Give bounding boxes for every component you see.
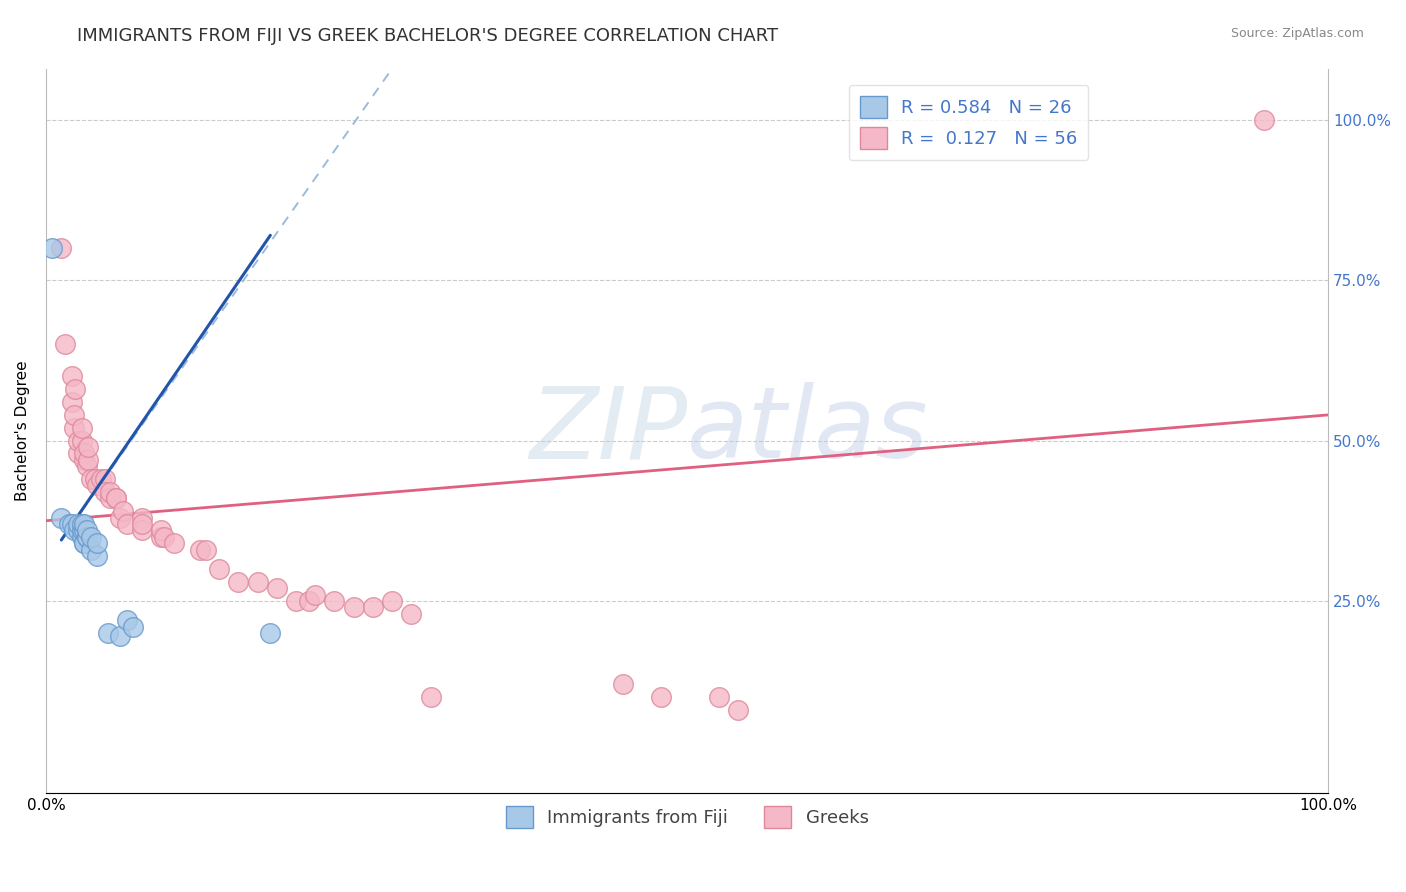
Point [73,536,96,550]
Point [110,510,132,524]
Point [208,562,231,576]
Point [96,626,118,640]
Point [612,677,634,691]
Point [98,491,121,506]
Text: Source: ZipAtlas.com: Source: ZipAtlas.com [1230,27,1364,40]
Point [86,536,108,550]
Point [343,600,366,615]
Point [73,452,96,467]
Point [73,524,96,538]
Point [115,613,138,627]
Point [80,542,103,557]
Point [76,524,98,538]
Point [80,472,103,486]
Point [122,619,145,633]
Point [105,491,128,506]
Y-axis label: Bachelor's Degree: Bachelor's Degree [15,360,30,501]
Point [70,516,93,531]
Point [66,434,89,448]
Point [131,516,153,531]
Point [70,421,93,435]
Text: atlas: atlas [688,383,929,479]
Point [76,530,98,544]
Point [94,472,117,486]
Point [115,516,138,531]
Point [323,594,346,608]
Point [150,524,173,538]
Point [60,369,83,384]
Point [131,524,153,538]
Point [73,516,96,531]
Point [76,530,98,544]
Point [361,600,384,615]
Point [111,504,134,518]
Point [73,446,96,460]
Point [51,510,73,524]
Point [66,516,89,531]
Point [226,574,249,589]
Point [63,421,86,435]
Point [266,581,288,595]
Point [110,629,132,643]
Point [76,459,98,474]
Text: ZIP: ZIP [529,383,688,479]
Point [246,574,269,589]
Legend: Immigrants from Fiji, Greeks: Immigrants from Fiji, Greeks [498,798,876,835]
Point [66,524,89,538]
Text: IMMIGRANTS FROM FIJI VS GREEK BACHELOR'S DEGREE CORRELATION CHART: IMMIGRANTS FROM FIJI VS GREEK BACHELOR'S… [77,27,779,45]
Point [707,690,730,705]
Point [153,530,176,544]
Point [77,440,100,454]
Point [304,587,326,601]
Point [259,626,281,640]
Point [63,408,86,422]
Point [80,530,103,544]
Point [60,395,83,409]
Point [94,484,117,499]
Point [98,484,121,499]
Point [70,524,93,538]
Point [381,594,404,608]
Point [105,491,128,506]
Point [53,337,76,351]
Point [86,478,108,492]
Point [90,472,112,486]
Point [41,241,63,255]
Point [66,446,89,460]
Point [63,524,86,538]
Point [298,594,321,608]
Point [70,530,93,544]
Point [70,434,93,448]
Point [1253,112,1275,127]
Point [51,241,73,255]
Point [65,382,87,396]
Point [131,510,153,524]
Point [150,530,173,544]
Point [60,516,83,531]
Point [188,542,211,557]
Point [77,452,100,467]
Point [285,594,308,608]
Point [163,536,186,550]
Point [401,607,423,621]
Point [73,536,96,550]
Point [650,690,672,705]
Point [83,472,105,486]
Point [86,549,108,563]
Point [727,703,749,717]
Point [419,690,441,705]
Point [195,542,218,557]
Point [58,516,80,531]
